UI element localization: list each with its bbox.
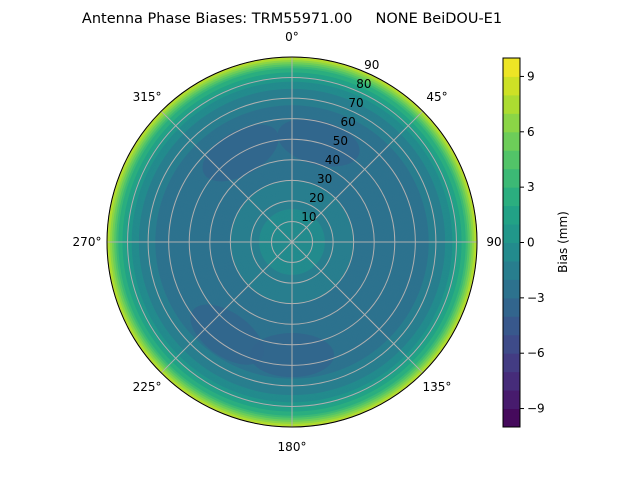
colorbar: −9 −6 −3 0 3 6 9 [502, 57, 545, 428]
angular-tick-label: 315° [133, 90, 162, 104]
colorbar-tick-label: 3 [527, 180, 535, 194]
angular-tick-label: 135° [423, 380, 452, 394]
colorbar-level [503, 76, 520, 96]
colorbar-level [503, 334, 520, 354]
radial-tick-label: 70 [348, 96, 363, 110]
radial-tick-label: 40 [325, 153, 340, 167]
colorbar-level [503, 131, 520, 151]
angular-tick-label: 225° [133, 380, 162, 394]
colorbar-tick-label: −9 [527, 402, 545, 416]
polar-frame [106, 56, 478, 428]
colorbar-level [503, 224, 520, 243]
colorbar-level [503, 58, 520, 77]
colorbar-tick-label: −6 [527, 346, 545, 360]
colorbar-level [503, 297, 520, 317]
colorbar-tick-label: 9 [527, 69, 535, 83]
radial-tick-label: 10 [301, 210, 316, 224]
colorbar-level [503, 205, 520, 225]
colorbar-level [503, 113, 520, 133]
radial-tick-label: 30 [317, 172, 332, 186]
radial-tick-label: 60 [341, 115, 356, 129]
colorbar-level [503, 353, 520, 373]
angular-tick-label: 45° [426, 90, 447, 104]
colorbar-tick-label: 0 [527, 236, 535, 250]
angular-tick-label: 180° [278, 440, 307, 454]
grid [106, 56, 478, 428]
colorbar-level [503, 168, 520, 188]
contour-minimum [190, 304, 264, 365]
colorbar-level [503, 94, 520, 114]
radial-tick-label: 50 [333, 134, 348, 148]
angular-tick-label: 0° [285, 30, 299, 44]
colorbar-tick-label: −3 [527, 291, 545, 305]
angular-gridline [291, 241, 424, 374]
chart-title: Antenna Phase Biases: TRM55971.00 NONE B… [82, 11, 502, 27]
radial-tick-label: 20 [309, 191, 324, 205]
radial-tick-label: 80 [356, 77, 371, 91]
angular-tick-label: 270° [73, 235, 102, 249]
angular-gridline [160, 241, 293, 374]
colorbar-level [503, 390, 520, 410]
colorbar-level [503, 316, 520, 336]
colorbar-level [503, 242, 520, 262]
colorbar-level [503, 408, 520, 428]
colorbar-level [503, 150, 520, 170]
colorbar-level [503, 371, 520, 391]
angular-gridline [160, 110, 293, 243]
angular-gridline [291, 110, 424, 243]
radial-tick-label: 90 [364, 58, 379, 72]
colorbar-level [503, 260, 520, 280]
colorbar-level [503, 279, 520, 299]
colorbar-level [503, 187, 520, 207]
colorbar-label: Bias (mm) [556, 211, 570, 273]
colorbar-tick-label: 6 [527, 125, 535, 139]
